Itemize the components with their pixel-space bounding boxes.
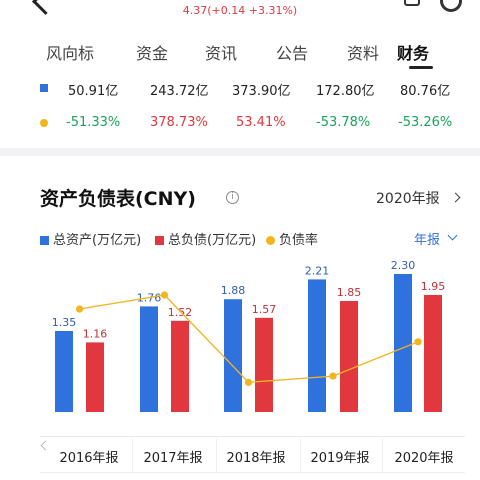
yellow-dot-marker [40, 119, 48, 127]
tab-announcements[interactable]: 公告 [276, 44, 309, 63]
summary-row-growth: -51.33% 378.73% 53.41% -53.78% -53.26% [0, 108, 480, 138]
bar-value-label: 2.21 [305, 264, 330, 277]
legend-swatch [40, 236, 49, 245]
chevron-down-icon[interactable] [447, 230, 458, 241]
bar-value-label: 1.16 [83, 327, 108, 340]
total-liabilities-bar[interactable] [255, 317, 273, 412]
summary-cell: -53.26% [398, 115, 453, 130]
search-icon[interactable] [440, 0, 462, 12]
legend-debt-ratio[interactable]: 负债率 [266, 229, 318, 248]
bar-value-label: 1.88 [221, 284, 246, 297]
total-liabilities-bar[interactable] [171, 320, 189, 412]
legend-swatch [155, 236, 164, 245]
summary-cell: 50.91亿 [68, 84, 119, 99]
blue-square-marker [40, 84, 48, 92]
debt-ratio-point[interactable] [414, 338, 422, 346]
legend-dot [266, 236, 275, 245]
bar-value-label: 1.95 [421, 280, 446, 293]
total-assets-bar[interactable] [308, 279, 326, 412]
debt-ratio-line [79, 294, 419, 384]
debt-ratio-point[interactable] [160, 291, 169, 299]
legend-total-liabilities[interactable]: 总负债(万亿元) [155, 229, 256, 248]
chevron-right-icon[interactable] [450, 192, 461, 203]
x-divider [382, 439, 383, 473]
tab-finance[interactable]: 财务 [397, 44, 430, 63]
frequency-selector[interactable]: 年报 [414, 233, 441, 248]
x-tick-label: 2016年报 [59, 451, 119, 466]
total-assets-bar[interactable] [55, 331, 73, 412]
legend-label: 总资产(万亿元) [53, 233, 142, 248]
tab-profile[interactable]: 资料 [347, 44, 380, 63]
summary-cell: 243.72亿 [150, 84, 209, 99]
total-assets-bar[interactable] [394, 274, 412, 412]
tab-news[interactable]: 资讯 [205, 44, 238, 63]
bar-value-label: 1.35 [52, 316, 77, 329]
bottom-divider [40, 472, 465, 473]
header: 4.37(+0.14 +3.31%) [0, 0, 480, 34]
x-divider [300, 439, 301, 473]
x-tick-label: 2018年报 [226, 451, 286, 466]
debt-ratio-point[interactable] [75, 305, 84, 313]
section-title: 资产负债表(CNY) [40, 188, 196, 210]
total-assets-bar[interactable] [224, 299, 242, 412]
x-divider [216, 439, 217, 473]
tab-funds[interactable]: 资金 [136, 44, 169, 63]
tab-wind-vane[interactable]: 风向标 [46, 44, 95, 63]
active-tab-indicator [409, 66, 433, 69]
info-icon[interactable]: i [226, 191, 239, 204]
bar-value-label: 1.52 [168, 306, 193, 319]
summary-row-amount: 50.91亿 243.72亿 373.90亿 172.80亿 80.76亿 [0, 73, 480, 103]
tab-bar: 风向标 资金 资讯 公告 资料 财务 [0, 34, 480, 68]
x-axis: 2016年报 2017年报 2018年报 2019年报 2020年报 [40, 436, 465, 477]
period-selector[interactable]: 2020年报 [376, 191, 440, 207]
summary-cell: 53.41% [236, 115, 286, 130]
bar-value-label: 1.85 [337, 286, 362, 299]
debt-ratio-point[interactable] [329, 372, 337, 380]
total-assets-bar[interactable] [140, 306, 158, 412]
total-liabilities-bar[interactable] [340, 301, 358, 412]
x-tick-label: 2020年报 [394, 451, 454, 466]
legend-label: 总负债(万亿元) [168, 233, 257, 248]
bar-value-label: 1.57 [252, 303, 277, 316]
legend-total-assets[interactable]: 总资产(万亿元) [40, 229, 141, 248]
price-change-line: 4.37(+0.14 +3.31%) [182, 4, 298, 17]
bar-value-label: 2.30 [391, 259, 416, 272]
x-divider [132, 439, 133, 473]
total-liabilities-bar[interactable] [86, 342, 104, 412]
summary-cell: 373.90亿 [232, 84, 291, 99]
debt-ratio-point[interactable] [244, 378, 253, 386]
summary-cell: -51.33% [66, 115, 121, 130]
summary-cell: -53.78% [316, 115, 371, 130]
total-liabilities-bar[interactable] [424, 295, 442, 412]
summary-cell: 378.73% [150, 115, 208, 130]
legend-label: 负债率 [279, 233, 319, 248]
alert-icon[interactable] [404, 0, 420, 6]
summary-cell: 80.76亿 [400, 84, 451, 99]
summary-cell: 172.80亿 [316, 84, 375, 99]
balance-sheet-chart: 1.351.761.882.21 2.301.161.52 1.571.85 1.95 [52, 259, 446, 412]
x-tick-label: 2017年报 [143, 451, 203, 466]
section-separator [0, 148, 480, 156]
x-tick-label: 2019年报 [310, 451, 370, 466]
